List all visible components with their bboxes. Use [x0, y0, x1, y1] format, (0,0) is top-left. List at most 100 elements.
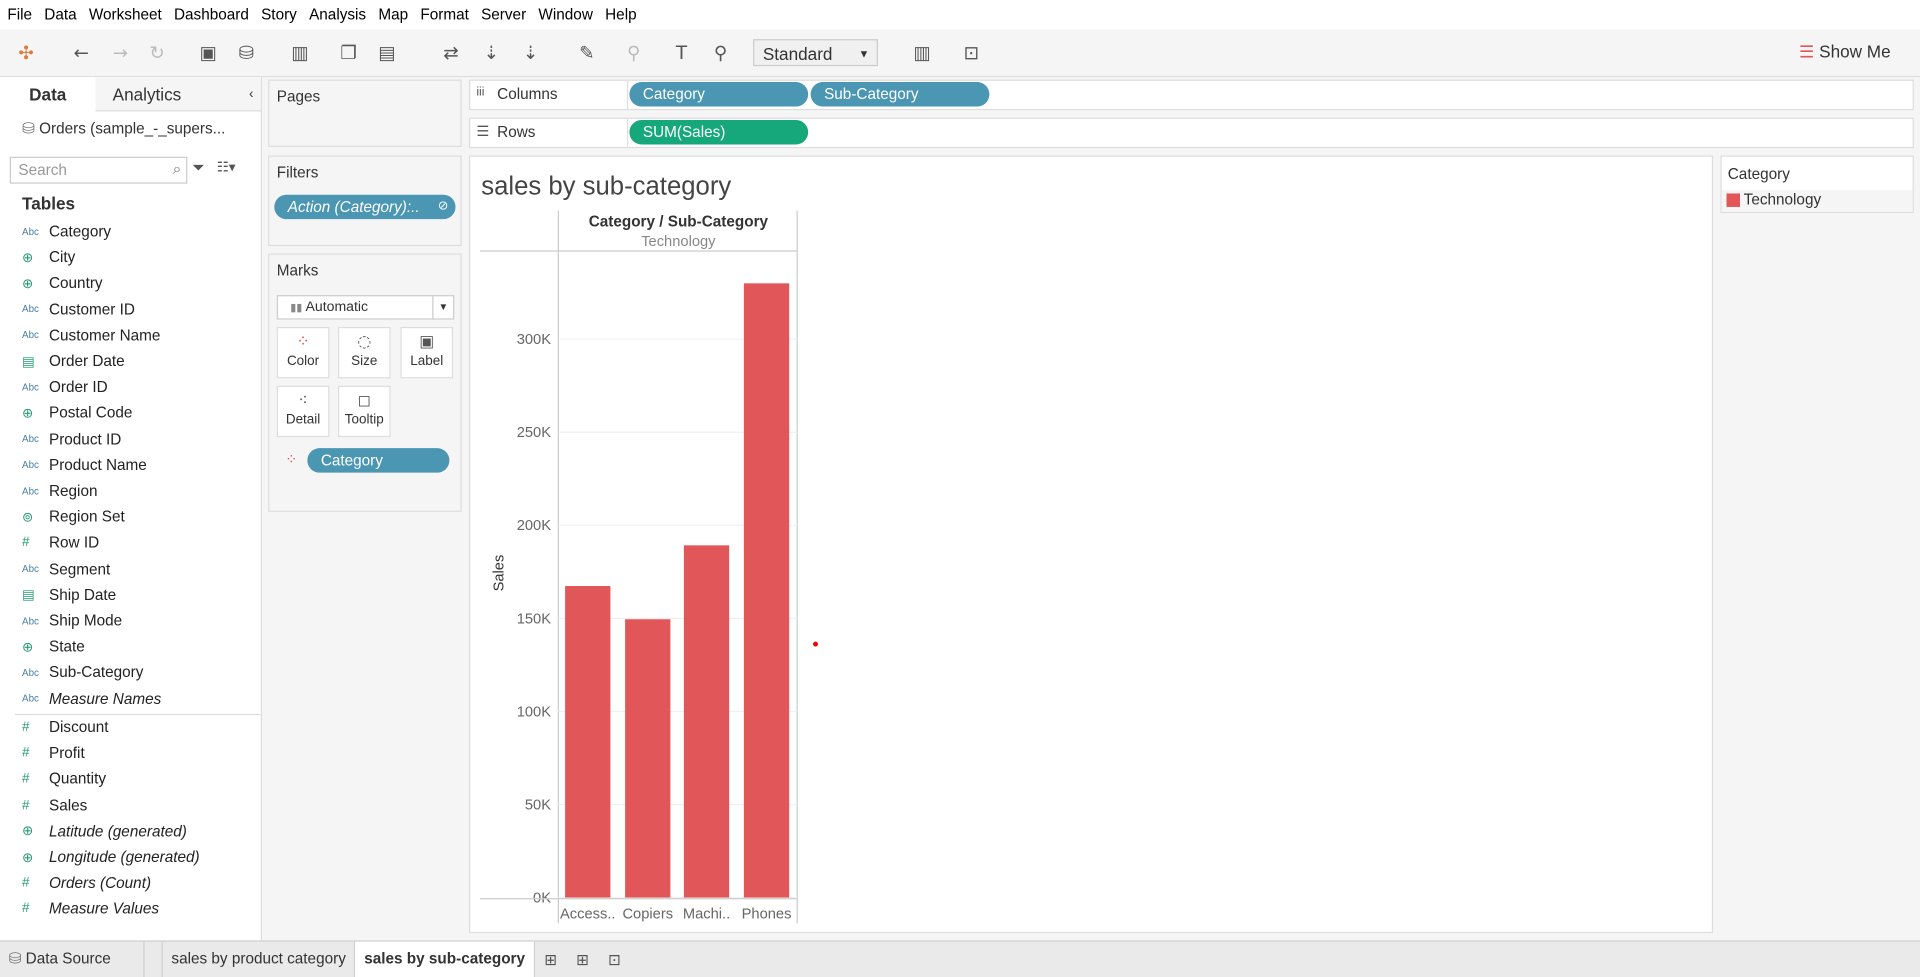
view-options-icon[interactable]: ☷▾ [216, 160, 236, 176]
redo-icon[interactable]: → [112, 41, 129, 64]
collapse-icon[interactable]: ‹ [248, 86, 254, 102]
swap-icon[interactable]: ⇄ [443, 41, 459, 64]
menu-file[interactable]: File [7, 6, 33, 24]
label-button[interactable]: ▣ Label [400, 326, 454, 379]
field-postal-code[interactable]: ⊕ Postal Code [22, 405, 132, 422]
new-story-icon[interactable]: ⊡ [607, 950, 621, 969]
menu-analysis[interactable]: Analysis [309, 6, 367, 24]
columns-pill-sub-category[interactable]: Sub-Category [810, 82, 990, 107]
filter-icon[interactable]: ⏷ [192, 159, 205, 177]
x-tick-label[interactable]: Access.. [560, 906, 616, 922]
tooltip-button[interactable]: ◻ Tooltip [337, 385, 391, 438]
tableau-logo-icon[interactable]: ✣ [18, 41, 34, 64]
menu-worksheet[interactable]: Worksheet [88, 6, 162, 24]
sort-descending-icon[interactable]: ⇣ [522, 41, 539, 64]
y-axis-title[interactable]: Sales [491, 555, 507, 592]
duplicate-icon[interactable]: ❐ [340, 41, 357, 64]
field-product-name[interactable]: Abc Product Name [22, 456, 147, 473]
tab-data-source[interactable]: ⛁ Data Source [0, 941, 145, 977]
mark-type-select[interactable]: ▮▮ Automatic ▼ [276, 295, 455, 320]
menu-window[interactable]: Window [538, 6, 593, 24]
pin-icon[interactable]: ⚲ [713, 41, 728, 64]
rows-pill-sum-sales[interactable]: SUM(Sales) [629, 120, 809, 145]
menu-help[interactable]: Help [605, 6, 637, 24]
x-tick-label[interactable]: Copiers [622, 906, 673, 922]
marks-pill-category[interactable]: Category [307, 448, 450, 473]
field-region-set[interactable]: ⊚ Region Set [22, 508, 125, 525]
bar-access[interactable] [565, 586, 611, 898]
field-order-id[interactable]: Abc Order ID [22, 379, 108, 396]
field-country[interactable]: ⊕ Country [22, 275, 103, 292]
field-category[interactable]: Abc Category [22, 223, 111, 240]
save-icon[interactable]: ▣ [199, 41, 217, 64]
replay-icon[interactable]: ↻ [149, 41, 165, 64]
field-measure-names[interactable]: Abc Measure Names [22, 690, 161, 707]
new-worksheet-icon[interactable]: ▥ [291, 41, 309, 64]
field-state[interactable]: ⊕ State [22, 638, 85, 655]
detail-button[interactable]: ⁖ Detail [276, 385, 330, 438]
columns-shelf[interactable]: iii Columns Category Sub-Category [468, 79, 1914, 111]
field-quantity[interactable]: # Quantity [22, 771, 106, 788]
new-dashboard-icon[interactable]: ⊞ [576, 950, 589, 969]
field-customer-name[interactable]: Abc Customer Name [22, 327, 160, 344]
filter-pill-action-category[interactable]: Action (Category):.. ⊘ [274, 194, 456, 220]
tab-data[interactable]: Data [0, 77, 96, 112]
highlight-icon[interactable]: ✎ [579, 41, 595, 64]
legend-swatch [1726, 193, 1741, 207]
field-ship-date[interactable]: ▤ Ship Date [22, 586, 116, 603]
clear-sheet-icon[interactable]: ▤ [378, 41, 396, 64]
x-tick-label[interactable]: Phones [742, 906, 792, 922]
color-button[interactable]: ⁘ Color [276, 326, 330, 379]
fit-select[interactable]: Standard ▼ [753, 39, 878, 67]
field-segment[interactable]: Abc Segment [22, 560, 110, 577]
size-button[interactable]: ◌ Size [337, 326, 391, 379]
menu-server[interactable]: Server [481, 6, 527, 24]
show-labels-icon[interactable]: T [675, 41, 688, 64]
field-sub-category[interactable]: Abc Sub-Category [22, 664, 143, 681]
field-measure-values[interactable]: # Measure Values [22, 900, 159, 917]
field-row-id[interactable]: # Row ID [22, 534, 99, 551]
tab-sales-by-product-category[interactable]: sales by product category [161, 941, 356, 977]
category-header-technology[interactable]: Technology [641, 234, 716, 250]
field-region[interactable]: Abc Region [22, 482, 97, 499]
field-order-date[interactable]: ▤ Order Date [22, 353, 125, 370]
menu-data[interactable]: Data [44, 6, 77, 24]
field-city[interactable]: ⊕ City [22, 249, 75, 266]
x-tick-label[interactable]: Machi.. [683, 906, 730, 922]
bar-phones[interactable] [743, 283, 790, 898]
columns-pill-category[interactable]: Category [629, 82, 809, 107]
undo-icon[interactable]: ← [73, 41, 89, 64]
bar-machi[interactable] [683, 545, 730, 898]
sort-ascending-icon[interactable]: ⇣ [483, 41, 500, 64]
field-product-id[interactable]: Abc Product ID [22, 431, 121, 448]
menu-map[interactable]: Map [378, 6, 409, 24]
group-icon[interactable]: ⚲ [626, 41, 641, 64]
field-orders-count-[interactable]: # Orders (Count) [22, 875, 151, 892]
presentation-icon[interactable]: ⊡ [963, 41, 980, 64]
number-icon: # [22, 901, 30, 917]
field-discount[interactable]: # Discount [22, 719, 108, 736]
menu-story[interactable]: Story [261, 6, 297, 24]
search-input[interactable]: Search ⌕ [9, 156, 188, 184]
tab-analytics[interactable]: Analytics ‹ [95, 77, 261, 112]
field-longitude-generated-[interactable]: ⊕ Longitude (generated) [22, 849, 200, 866]
number-icon: # [22, 875, 30, 891]
new-datasource-icon[interactable]: ⛁ [238, 41, 255, 64]
field-profit[interactable]: # Profit [22, 745, 85, 762]
menu-format[interactable]: Format [420, 6, 469, 24]
new-worksheet-icon[interactable]: ⊞ [544, 950, 558, 969]
show-me-button[interactable]: ☰ Show Me [1799, 42, 1891, 63]
show-cards-icon[interactable]: ▥ [913, 41, 931, 64]
menu-dashboard[interactable]: Dashboard [173, 6, 249, 24]
field-sales[interactable]: # Sales [22, 797, 87, 814]
field-latitude-generated-[interactable]: ⊕ Latitude (generated) [22, 823, 187, 840]
bar-copiers[interactable] [625, 619, 671, 898]
datasource-item[interactable]: ⛁ Orders (sample_-_supers... [22, 119, 225, 137]
tab-sales-by-sub-category[interactable]: sales by sub-category [355, 941, 535, 977]
field-customer-id[interactable]: Abc Customer ID [22, 301, 135, 318]
rows-shelf[interactable]: ☰ Rows SUM(Sales) [468, 117, 1914, 149]
legend-item-technology[interactable]: Technology [1721, 189, 1913, 212]
pages-card[interactable]: Pages [268, 79, 462, 147]
field-ship-mode[interactable]: Abc Ship Mode [22, 612, 122, 629]
filters-card[interactable]: Filters Action (Category):.. ⊘ [268, 155, 462, 247]
